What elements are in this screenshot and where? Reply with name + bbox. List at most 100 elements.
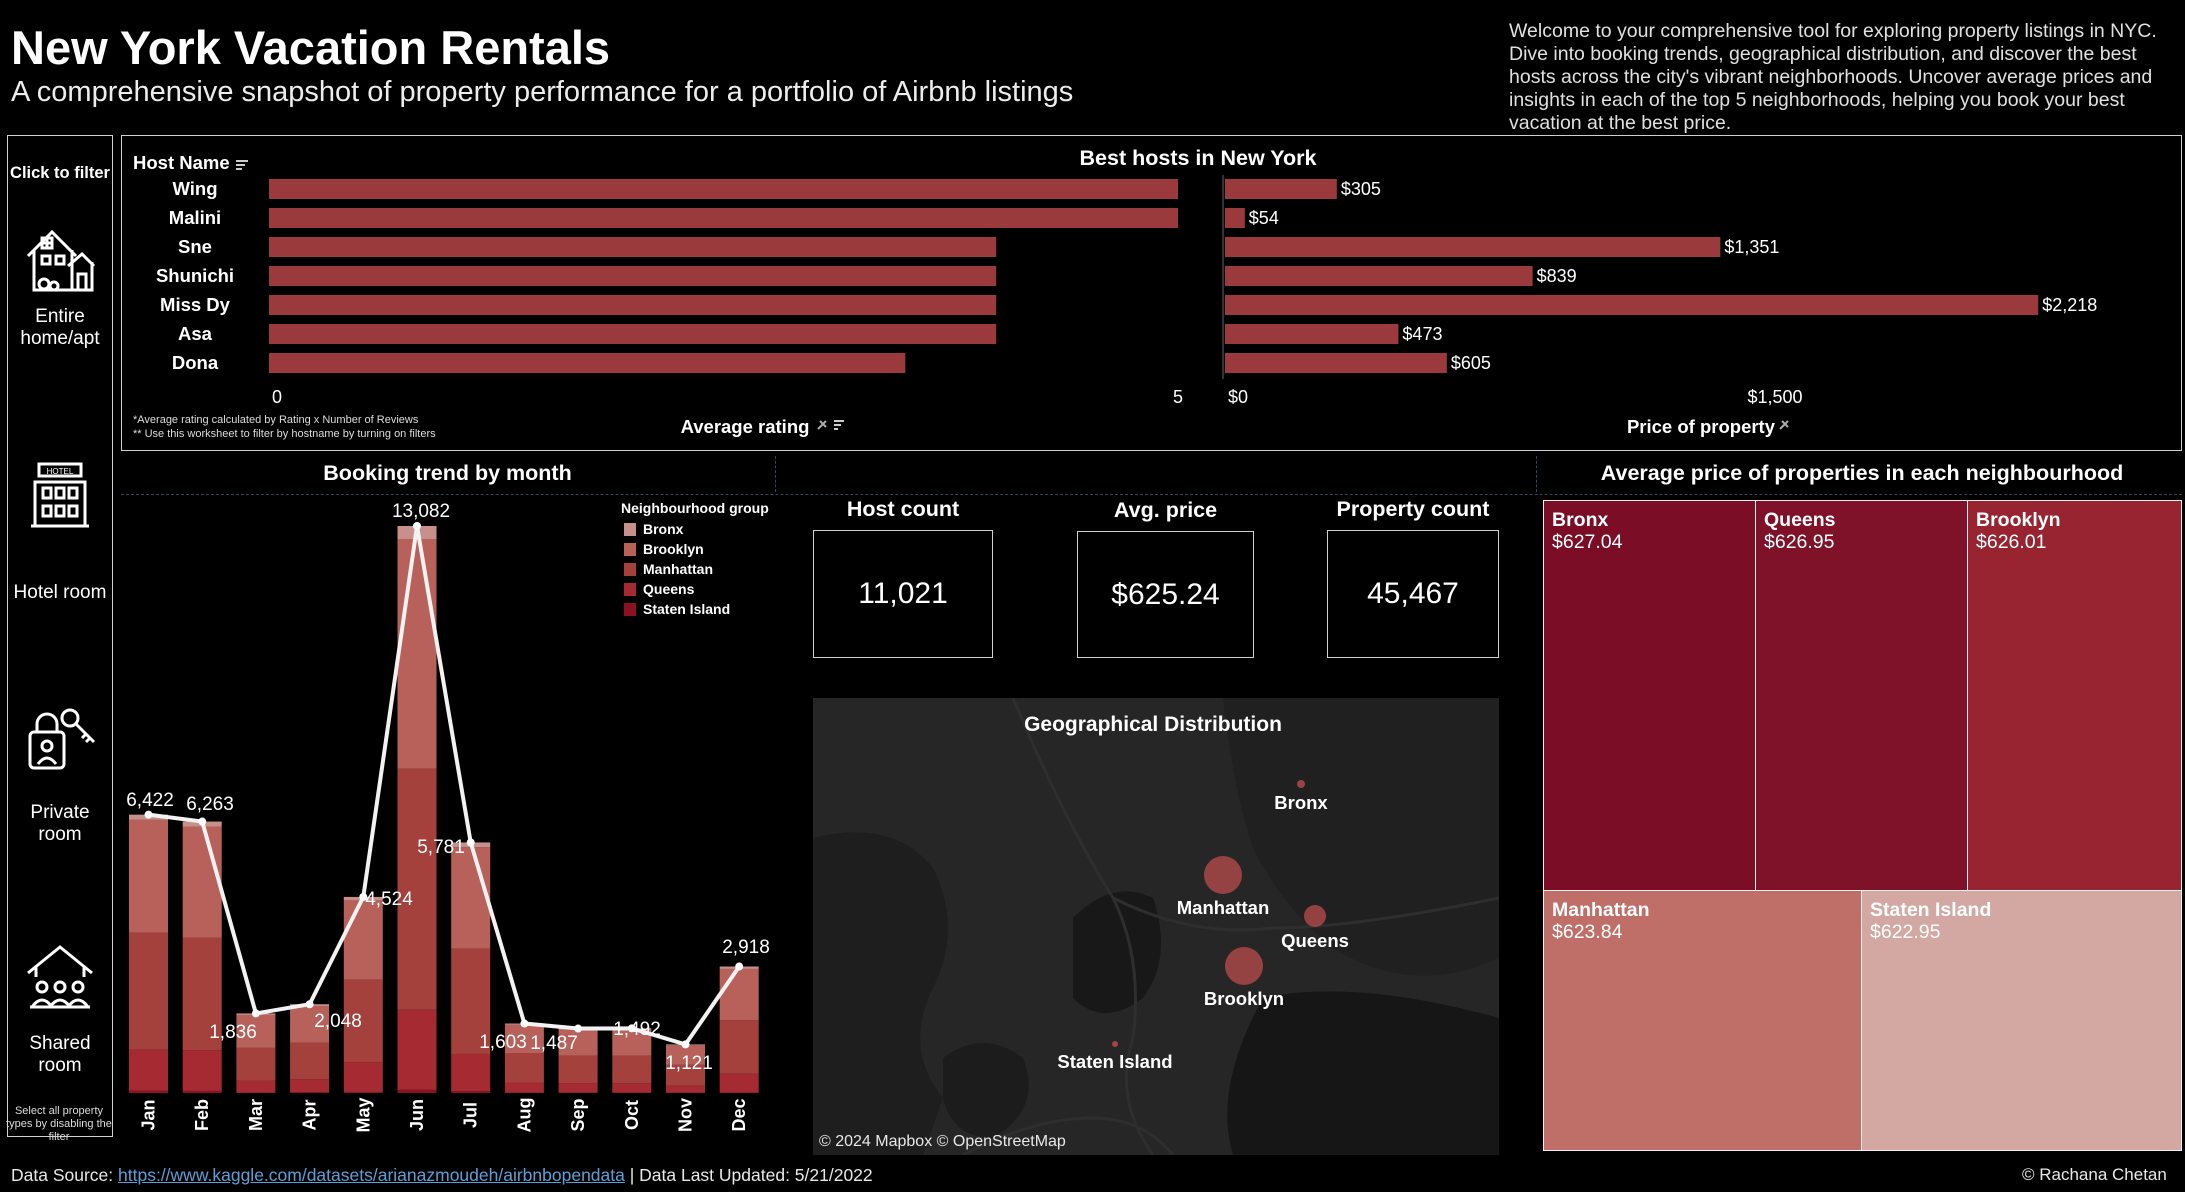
booking-bar-segment[interactable]	[451, 948, 491, 1054]
price-bar[interactable]	[1225, 237, 1721, 257]
host-name-label[interactable]: Asa	[178, 323, 213, 344]
booking-bar-segment[interactable]	[397, 1089, 437, 1093]
trend-point[interactable]	[466, 838, 475, 847]
sort-icon[interactable]	[236, 160, 248, 170]
trend-point[interactable]	[198, 817, 207, 826]
booking-bar-segment[interactable]	[666, 1085, 705, 1093]
pin-icon[interactable]	[817, 420, 827, 430]
price-bar[interactable]	[1225, 266, 1533, 286]
pin-icon[interactable]	[1779, 420, 1789, 430]
rating-bar[interactable]	[269, 208, 1178, 228]
booking-bar-segment[interactable]	[558, 1029, 598, 1056]
filter-private-room[interactable]: Private room	[8, 704, 112, 846]
booking-bar-segment[interactable]	[666, 1064, 705, 1086]
host-name-label[interactable]: Miss Dy	[160, 294, 231, 315]
booking-bar-segment[interactable]	[290, 1092, 330, 1093]
trend-point[interactable]	[305, 1000, 314, 1009]
legend-swatch[interactable]	[624, 603, 636, 616]
filter-shared-room[interactable]: Shared room	[8, 941, 112, 1077]
booking-bar-segment[interactable]	[397, 539, 437, 769]
brooklyn-bubble[interactable]	[1225, 947, 1263, 985]
booking-bar-segment[interactable]	[343, 1062, 383, 1092]
legend-label[interactable]: Bronx	[643, 521, 684, 537]
booking-bar-segment[interactable]	[719, 1073, 759, 1093]
price-bar[interactable]	[1225, 179, 1337, 199]
legend-label[interactable]: Brooklyn	[643, 541, 704, 557]
legend-swatch[interactable]	[624, 583, 636, 596]
map-canvas[interactable]	[813, 698, 1499, 1155]
manhattan-bubble[interactable]	[1204, 856, 1242, 894]
host-name-label[interactable]: Sne	[178, 236, 212, 257]
booking-bar-segment[interactable]	[451, 1053, 491, 1092]
booking-bar-segment[interactable]	[343, 979, 383, 1063]
queens-bubble[interactable]	[1304, 905, 1326, 927]
legend-label[interactable]: Queens	[643, 581, 695, 597]
treemap-cell-bronx[interactable]: Bronx $627.04	[1543, 500, 1757, 892]
booking-bar-segment[interactable]	[129, 932, 168, 1050]
staten-island-bubble[interactable]	[1112, 1041, 1118, 1047]
booking-bar-segment[interactable]	[236, 1014, 276, 1048]
booking-bar-segment[interactable]	[290, 1005, 330, 1043]
booking-bar-segment[interactable]	[558, 1083, 598, 1093]
bronx-bubble[interactable]	[1297, 780, 1305, 788]
trend-point[interactable]	[144, 810, 153, 819]
booking-bar-segment[interactable]	[236, 1047, 276, 1081]
trend-point[interactable]	[520, 1019, 529, 1028]
trend-point[interactable]	[413, 522, 421, 530]
treemap-cell-queens[interactable]: Queens $626.95	[1755, 500, 1969, 892]
legend-swatch[interactable]	[624, 563, 636, 576]
trend-point[interactable]	[251, 1009, 260, 1018]
booking-bar-segment[interactable]	[290, 1079, 330, 1093]
rating-bar[interactable]	[269, 237, 997, 257]
data-source-link[interactable]: https://www.kaggle.com/datasets/arianazm…	[118, 1165, 625, 1185]
treemap-cell-manhattan[interactable]: Manhattan $623.84	[1543, 890, 1863, 1151]
booking-bar-segment[interactable]	[612, 1055, 652, 1084]
booking-bar-segment[interactable]	[612, 1083, 652, 1093]
booking-bar-segment[interactable]	[182, 1050, 222, 1091]
booking-bar-segment[interactable]	[504, 1082, 544, 1093]
trend-point[interactable]	[735, 962, 744, 971]
booking-bar-segment[interactable]	[182, 937, 222, 1051]
host-name-label[interactable]: Wing	[172, 178, 217, 199]
booking-bar-segment[interactable]	[504, 1052, 544, 1083]
treemap-cell-brooklyn[interactable]: Brooklyn $626.01	[1967, 500, 2182, 892]
price-bar[interactable]	[1225, 208, 1245, 228]
booking-bar-segment[interactable]	[343, 900, 383, 980]
booking-bar-segment[interactable]	[290, 1042, 330, 1080]
price-bar[interactable]	[1225, 353, 1447, 373]
sort-icon[interactable]	[834, 420, 844, 430]
rating-bar[interactable]	[269, 295, 997, 315]
booking-bar-segment[interactable]	[182, 1090, 222, 1093]
booking-bar-segment[interactable]	[451, 1091, 491, 1093]
booking-bar-segment[interactable]	[397, 768, 437, 1010]
geo-map[interactable]	[813, 698, 1499, 1155]
booking-bar-segment[interactable]	[719, 1092, 759, 1093]
booking-bar-segment[interactable]	[451, 847, 491, 949]
rating-bar[interactable]	[269, 179, 1178, 199]
booking-bar-segment[interactable]	[558, 1055, 598, 1084]
rating-bar[interactable]	[269, 353, 906, 373]
booking-bar-segment[interactable]	[504, 1024, 544, 1053]
booking-bar-segment[interactable]	[236, 1080, 276, 1093]
price-bar[interactable]	[1225, 295, 2039, 315]
filter-entire-home[interactable]: Entire home/apt	[8, 220, 112, 350]
host-name-label[interactable]: Malini	[169, 207, 221, 228]
booking-bar-segment[interactable]	[129, 819, 168, 933]
price-bar[interactable]	[1225, 324, 1399, 344]
booking-bar-segment[interactable]	[182, 826, 222, 938]
host-name-label[interactable]: Dona	[172, 352, 219, 373]
booking-bar-segment[interactable]	[129, 1090, 168, 1093]
booking-bar-segment[interactable]	[343, 1091, 383, 1093]
rating-bar[interactable]	[269, 266, 997, 286]
booking-bar-segment[interactable]	[666, 1045, 705, 1065]
legend-label[interactable]: Staten Island	[643, 601, 730, 617]
booking-bar-segment[interactable]	[129, 1049, 168, 1091]
host-name-header[interactable]: Host Name	[133, 152, 230, 173]
legend-label[interactable]: Manhattan	[643, 561, 713, 577]
trend-point[interactable]	[627, 1024, 636, 1033]
treemap-cell-staten-island[interactable]: Staten Island $622.95	[1861, 890, 2182, 1151]
trend-point[interactable]	[681, 1040, 690, 1049]
booking-bar-segment[interactable]	[397, 1009, 437, 1090]
booking-bar-segment[interactable]	[719, 1020, 759, 1074]
host-name-label[interactable]: Shunichi	[156, 265, 234, 286]
